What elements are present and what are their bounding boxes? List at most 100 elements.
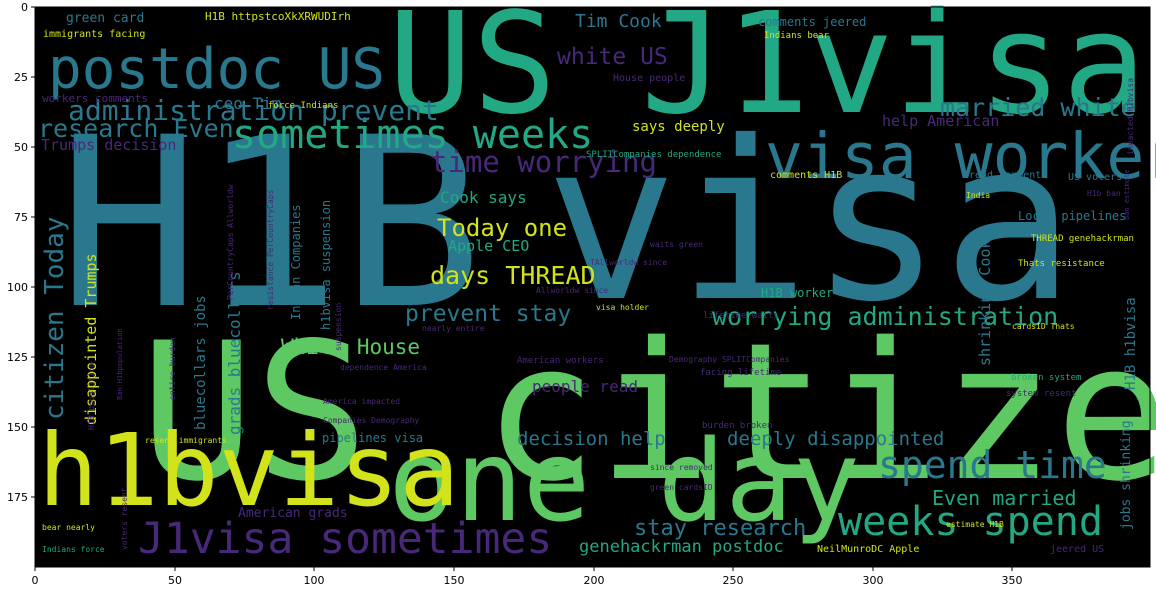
word: burden broken	[702, 421, 772, 431]
word: H1B worker	[761, 286, 833, 300]
word: suspension	[334, 303, 343, 351]
word: worrying administration	[712, 302, 1058, 331]
word: one day	[388, 417, 860, 547]
word: SPLITCompanies dependence	[586, 150, 721, 160]
word: Today one	[437, 214, 567, 242]
word: facing lifetime	[700, 368, 781, 378]
word: research Even	[38, 114, 234, 143]
word: H1B population	[87, 362, 96, 430]
word: weeks spend	[838, 499, 1103, 545]
word: sometimes weeks	[232, 112, 593, 158]
word: spend time	[878, 443, 1107, 487]
word: postdoc US	[48, 37, 385, 102]
word: bear nearly	[42, 523, 95, 532]
word: H1B httpstcoXkXRWUDIrh	[205, 10, 351, 23]
word: voters resent	[120, 487, 129, 550]
word: Apple CEO	[448, 237, 529, 255]
word: administration prevent	[68, 94, 439, 127]
word: American workers	[517, 356, 604, 366]
word: h1bvisa	[38, 412, 459, 529]
word: white US	[557, 44, 668, 70]
word: read comments	[969, 170, 1047, 181]
word: America impacted	[323, 397, 400, 406]
word: Demography SPLITCompanies	[669, 355, 790, 364]
word: married white	[940, 93, 1136, 122]
word: entire burden	[168, 337, 177, 400]
word: broken system	[1011, 373, 1081, 383]
word: TAllworldw since	[590, 258, 667, 267]
word: deeply disappointed	[727, 428, 944, 450]
word: J1visa sometimes	[138, 514, 552, 564]
word: people read	[532, 377, 638, 396]
x-tick-label: 250	[723, 574, 744, 587]
word: comments H1B	[770, 170, 842, 181]
word: Indians bear	[764, 31, 830, 41]
x-tick-label: 150	[444, 574, 465, 587]
word: days THREAD	[430, 261, 596, 290]
word: Indian Companies	[289, 204, 303, 320]
word: immigrants facing	[43, 29, 145, 40]
x-tick-label: 50	[168, 574, 182, 587]
word: pipelines visa	[322, 431, 423, 445]
x-tick-label: 200	[584, 574, 605, 587]
word: US voters	[1068, 172, 1122, 183]
word: visa worker	[765, 120, 1156, 193]
word: system resent	[1006, 389, 1076, 399]
word: PerCountryCaps Allworldw	[226, 184, 235, 300]
word: H1B h1bvisa	[1123, 297, 1139, 390]
word: Companies Demography	[323, 416, 420, 425]
word: cardsID Thats	[1012, 322, 1075, 331]
y-tick-label: 50	[14, 141, 28, 154]
word: prevent stay	[405, 301, 571, 327]
word: impacted H1bvisa	[1126, 78, 1135, 155]
word: Locks pipelines	[1018, 209, 1126, 223]
y-tick-label: 150	[7, 421, 28, 434]
word: time worrying	[430, 145, 657, 179]
word: Tim Cook	[575, 11, 662, 32]
word: lifetime waits	[703, 311, 779, 321]
word: resent immigrants	[145, 436, 227, 445]
word: visa	[545, 94, 1075, 350]
word: green card	[66, 11, 144, 26]
word: estimate H1B	[946, 520, 1004, 529]
word: Thats resistance	[1018, 259, 1105, 269]
word: citizen Today	[40, 217, 70, 421]
word: jeered US	[1050, 544, 1104, 555]
word: Indians force	[42, 545, 105, 554]
x-tick-label: 350	[1002, 574, 1023, 587]
word: THREAD genehackrman	[1031, 234, 1134, 244]
word: US citizen	[140, 302, 1156, 523]
word: Allworldw since	[536, 286, 608, 295]
word: US J1visa	[388, 0, 1147, 146]
word: help American	[882, 112, 999, 130]
word: green cardsID	[650, 483, 713, 492]
y-axis: 0 25 50 75 100 125 150 175	[7, 1, 35, 504]
word: since removed	[650, 463, 713, 472]
word: American grads	[238, 506, 348, 521]
y-tick-label: 125	[7, 351, 28, 364]
word: comments jeered	[758, 15, 866, 29]
word: India	[966, 191, 990, 200]
word: bluecollars jobs	[193, 295, 209, 430]
y-tick-label: 25	[14, 71, 28, 84]
y-tick-label: 175	[7, 491, 28, 504]
word: says deeply	[632, 119, 725, 135]
word: force Indians	[268, 101, 338, 111]
x-tick-label: 100	[304, 574, 325, 587]
word: jobs shrinking	[1119, 420, 1134, 530]
word: genehackrman postdoc	[579, 537, 784, 557]
y-tick-label: 100	[7, 281, 28, 294]
word: grads bluecollars	[225, 271, 244, 435]
word: Ban H1bpopulation	[116, 328, 124, 400]
word: H1b ban	[1087, 189, 1121, 198]
word: NeilMunroDC Apple	[817, 544, 919, 555]
word: White House	[281, 335, 420, 359]
word: Even married	[932, 486, 1077, 510]
word: workers comments	[42, 92, 148, 105]
word: H1B	[58, 88, 482, 361]
word: ban estimate	[1123, 169, 1131, 220]
word: Cook says	[440, 188, 527, 207]
word: ceo Tim	[214, 94, 281, 113]
